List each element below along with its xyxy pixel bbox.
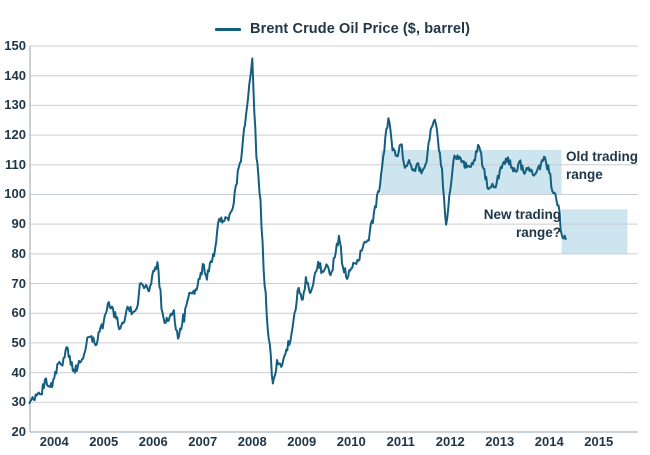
y-tick-label: 20 (11, 424, 26, 439)
x-tick-label: 2009 (287, 434, 317, 449)
x-tick-label: 2008 (237, 434, 267, 449)
new-trading-range-annotation: New trading range? (483, 207, 561, 240)
old-trading-range-annotation: Old trading range (566, 149, 638, 182)
new-trading-range-band (561, 209, 628, 254)
x-tick-label: 2014 (534, 434, 564, 449)
x-tick-label: 2010 (336, 434, 366, 449)
y-tick-label: 80 (11, 245, 26, 261)
x-tick-label: 2004 (39, 434, 69, 449)
chart-legend: Brent Crude Oil Price ($, barrel) (215, 21, 470, 37)
x-tick-label: 2013 (485, 434, 515, 449)
old-trading-range-band (380, 149, 562, 195)
y-tick-label: 140 (4, 67, 26, 83)
y-tick-label: 30 (11, 394, 26, 410)
y-tick-label: 90 (11, 216, 26, 232)
legend-label: Brent Crude Oil Price ($, barrel) (250, 21, 471, 37)
x-tick-label: 2005 (89, 434, 119, 449)
y-tick-label: 130 (4, 97, 26, 113)
y-tick-label: 150 (4, 38, 26, 53)
y-tick-label: 120 (4, 127, 26, 143)
y-tick-label: 50 (11, 334, 26, 350)
legend-line-swatch (215, 27, 241, 31)
x-tick-label: 2006 (138, 434, 168, 449)
x-tick-label: 2007 (188, 434, 218, 449)
x-tick-label: 2015 (584, 434, 614, 449)
y-tick-label: 70 (11, 275, 26, 291)
y-tick-label: 110 (5, 156, 26, 172)
y-tick-label: 60 (11, 305, 26, 321)
y-tick-label: 40 (11, 364, 26, 380)
brent-price-line (28, 57, 567, 405)
x-tick-label: 2011 (386, 434, 415, 449)
x-tick-label: 2012 (435, 434, 465, 449)
y-tick-label: 100 (4, 186, 26, 202)
